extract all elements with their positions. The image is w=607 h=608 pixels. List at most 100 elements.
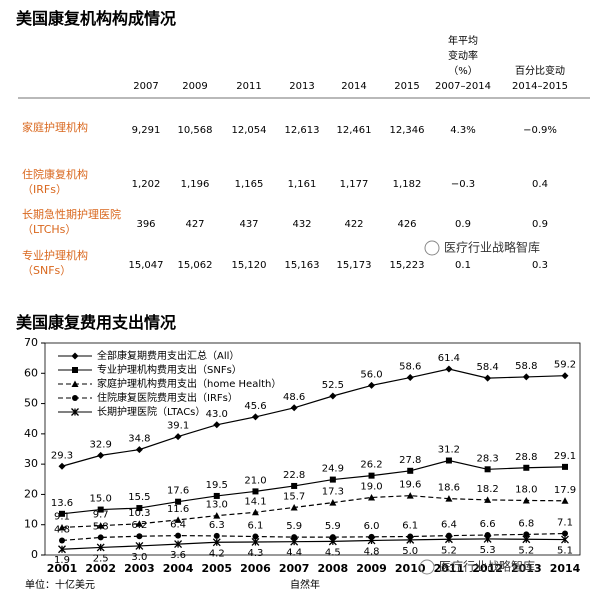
marker [291,534,298,541]
marker [445,365,453,373]
data-label: 28.3 [476,453,498,464]
marker [445,495,453,502]
marker [58,545,66,554]
x-tick-label: 2006 [240,562,271,575]
data-label: 13.0 [206,500,228,511]
legend-label: 住院康复医院费用支出（IRFs） [97,391,238,404]
legend-label: 全部康复期费用支出汇总（All） [97,349,239,362]
marker [212,538,221,547]
marker [213,512,221,519]
watermark-text: 医疗行业战略智库 [439,559,535,574]
marker [252,488,259,495]
legend-label: 家庭护理机构费用支出（home Health） [97,377,281,390]
marker [213,532,220,539]
data-label: 5.9 [325,521,341,532]
data-label: 4.5 [325,547,341,558]
table-cell: 437 [239,219,258,230]
marker [59,537,65,544]
data-label: 59.2 [554,360,576,371]
x-tick-label: 2004 [163,562,194,575]
marker [290,404,298,412]
data-label: 58.4 [476,362,498,373]
data-label: 19.5 [206,480,228,491]
series-line [61,459,566,515]
marker [72,395,78,401]
marker [58,462,66,470]
marker [71,352,79,360]
y-tick-label: 50 [24,397,38,410]
table-cell: 4.3% [450,125,475,136]
watermark-2: 医疗行业战略智库 [419,559,535,575]
table-cell: 0.1 [455,260,471,271]
marker [97,534,104,541]
data-label: 5.0 [402,546,418,557]
column-header: 2007–2014 [435,81,491,92]
column-header: 年平均 [448,34,478,47]
watermark-text: 医疗行业战略智库 [444,240,540,255]
marker [251,413,259,421]
marker [97,522,105,529]
marker [135,446,143,454]
marker [58,523,66,531]
marker [175,532,182,539]
x-tick-label: 2003 [124,562,155,575]
y-tick-label: 60 [24,366,38,379]
data-label: 4.8 [54,524,70,535]
data-label: 15.0 [90,494,112,505]
table-cell: 1,177 [340,179,369,190]
data-label: 22.8 [283,470,305,481]
data-label: 5.2 [441,545,457,556]
y-tick-label: 40 [24,427,38,440]
marker [484,532,491,539]
marker [135,541,144,550]
marker [329,534,336,541]
marker [251,508,259,516]
data-label: 10.3 [128,508,150,519]
data-label: 18.0 [515,484,537,495]
data-label: 4.3 [248,548,264,559]
data-label: 6.2 [131,520,147,531]
data-label: 28.8 [515,452,537,463]
series-line [61,495,566,529]
column-header: 2013 [289,81,314,92]
table-cell: 0.9 [455,219,471,230]
table-cell: 15,062 [178,260,213,271]
data-label: 15.5 [128,492,150,503]
data-label: 5.9 [286,521,302,532]
data-label: 17.9 [554,485,576,496]
y-tick-label: 0 [31,548,38,561]
table-cell: 426 [397,219,416,230]
plot-frame [44,342,581,556]
marker [175,498,182,505]
table-cell: −0.3 [451,179,475,190]
data-label: 6.1 [402,521,418,532]
x-tick-label: 2012 [472,562,503,575]
data-label: 6.3 [209,520,225,531]
x-tick-label: 2011 [434,562,465,575]
x-tick-label: 2014 [550,562,581,575]
marker [406,374,414,382]
data-label: 31.2 [438,445,460,456]
x-tick-label: 2002 [85,562,116,575]
data-label: 3.6 [170,550,186,561]
marker [213,492,220,499]
data-label: 39.1 [167,421,189,432]
marker [368,472,375,479]
data-label: 6.0 [364,521,380,532]
data-label: 6.8 [518,518,534,529]
marker [406,492,414,499]
data-label: 7.1 [557,517,573,528]
marker [562,530,568,537]
table-cell: −0.9% [523,125,557,136]
data-label: 45.6 [244,401,266,412]
data-label: 6.6 [480,519,496,530]
table-cell: 396 [136,219,155,230]
marker [71,380,79,387]
marker [97,506,104,513]
table-cell: 15,120 [232,260,267,271]
data-label: 6.1 [248,521,264,532]
column-header: 2015 [394,81,419,92]
watermark-icon [419,559,435,575]
marker [484,466,491,473]
marker [445,457,452,464]
